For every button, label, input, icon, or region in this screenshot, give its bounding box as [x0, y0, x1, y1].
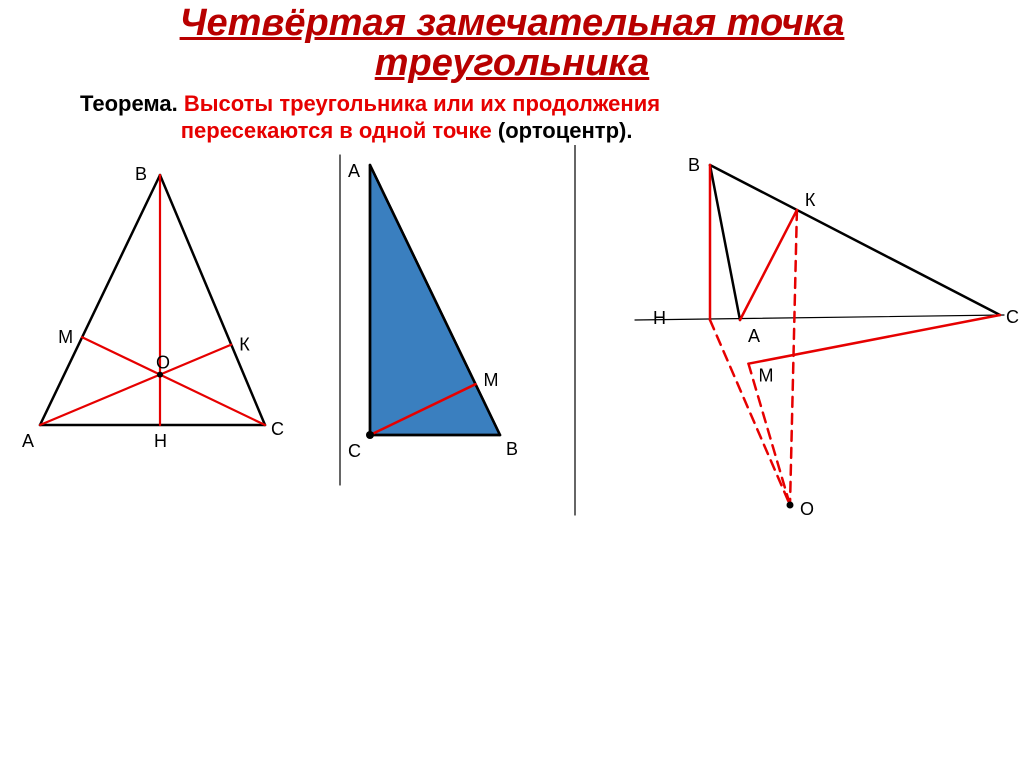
d3-label-H: Н: [653, 308, 666, 328]
d3-label-C: С: [1006, 307, 1019, 327]
theorem-red1: Высоты треугольника или их продолжения: [184, 91, 660, 116]
page-title: Четвёртая замечательная точка треугольни…: [0, 0, 1024, 84]
d1-label-B: В: [135, 164, 147, 184]
d3-label-M: М: [758, 365, 773, 385]
d3-label-A: А: [748, 326, 760, 346]
title-line2: треугольника: [375, 42, 650, 84]
d2-label-M: М: [484, 370, 499, 390]
d3-label-B: В: [688, 155, 700, 175]
diagrams-svg: В А С М К Н О А С В М В С А Н К М О: [0, 145, 1024, 705]
d2-label-B: В: [506, 439, 518, 459]
d2-label-A: А: [348, 161, 360, 181]
theorem-red2: пересекаются в одной точке: [181, 118, 492, 143]
d3-label-O: О: [800, 499, 814, 519]
d1-label-H: Н: [154, 431, 167, 451]
theorem-label: Теорема.: [80, 91, 178, 116]
d2-label-C: С: [348, 441, 361, 461]
d1-label-K: К: [239, 334, 250, 354]
d1-label-A: А: [22, 431, 34, 451]
title-line1: Четвёртая замечательная точка: [180, 2, 845, 44]
d1-label-M: М: [58, 327, 73, 347]
d1-label-O: О: [156, 352, 170, 372]
d3-label-K: К: [805, 190, 816, 210]
theorem-text: Теорема. Высоты треугольника или их прод…: [80, 90, 1024, 145]
diagrams-area: В А С М К Н О А С В М В С А Н К М О: [0, 145, 1024, 705]
d1-label-C: С: [271, 419, 284, 439]
theorem-tail: (ортоцентр).: [498, 118, 633, 143]
